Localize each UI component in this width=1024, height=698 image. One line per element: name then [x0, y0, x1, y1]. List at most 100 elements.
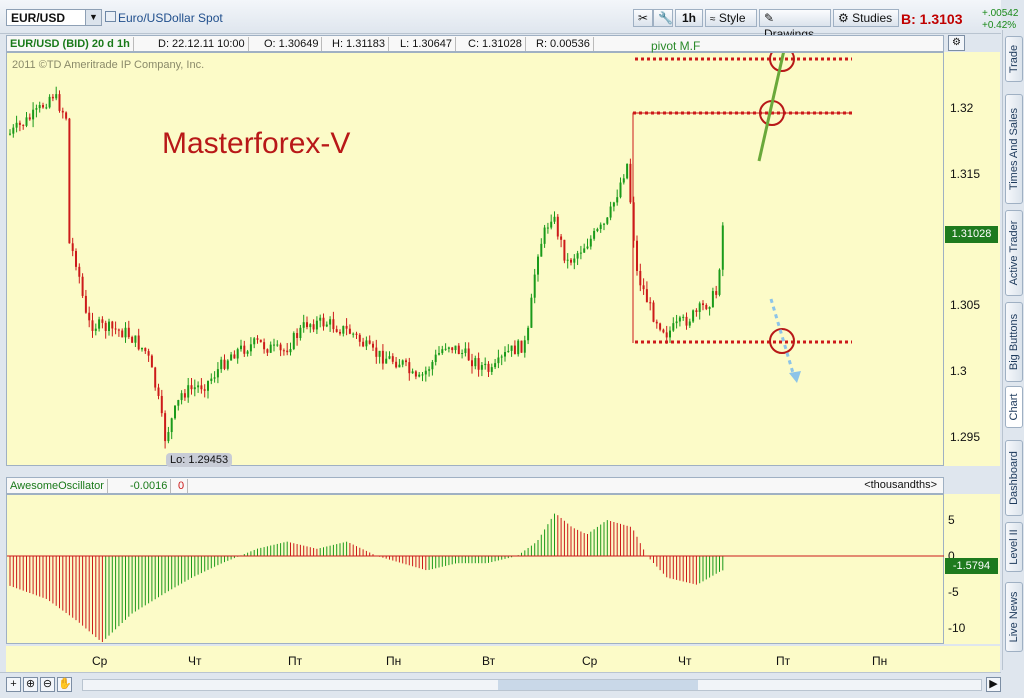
tab-big-buttons[interactable]: Big Buttons [1005, 302, 1023, 382]
candle-body [444, 348, 447, 350]
candle-body [292, 333, 295, 350]
watermark: 2011 ©TD Ameritrade IP Company, Inc. [12, 59, 205, 71]
candle-body [612, 202, 615, 207]
candle-body [94, 328, 97, 331]
zoom-in-icon[interactable]: ⊕ [23, 677, 38, 692]
crosshair-icon[interactable]: + [6, 677, 21, 692]
tab-active-trader[interactable]: Active Trader [1005, 210, 1023, 296]
candle-body [147, 351, 150, 356]
candle-body [240, 345, 242, 350]
candle-body [332, 319, 335, 330]
crosshair-tool-button[interactable]: ✂ [633, 9, 653, 27]
candle-body [339, 331, 341, 334]
candle-body [662, 329, 665, 333]
candle-body [124, 327, 127, 338]
candle-body [144, 347, 147, 352]
candle-body [461, 353, 464, 355]
candle-body [546, 227, 549, 229]
chart-settings-button[interactable]: ⚙ [948, 35, 965, 51]
chevron-down-icon[interactable]: ▼ [85, 10, 101, 25]
tab-label: Chart [1008, 393, 1020, 421]
tab-chart[interactable]: Chart [1005, 386, 1023, 428]
candle-body [398, 364, 401, 368]
candle-body [362, 341, 365, 347]
candle-body [220, 359, 223, 370]
price-tick: 1.3 [950, 364, 967, 378]
candle-body [309, 324, 312, 328]
info-low: L: 1.30647 [397, 37, 456, 51]
candle-body [414, 371, 417, 377]
candle-body [431, 361, 434, 370]
candle-body [150, 355, 153, 368]
candle-body [249, 344, 252, 352]
candle-body [276, 344, 279, 346]
hand-pan-icon[interactable]: ✋ [57, 677, 72, 692]
candle-body [259, 339, 262, 343]
candle-body [9, 133, 11, 135]
candle-body [645, 289, 648, 303]
symbol-selector[interactable]: EUR/USD ▼ [6, 9, 102, 26]
candle-body [378, 350, 381, 357]
candle-body [464, 348, 467, 354]
brand-annotation: Masterforex-V [162, 127, 351, 160]
style-button[interactable]: ≈ Style [705, 9, 757, 27]
interval-button[interactable]: 1h [675, 9, 703, 27]
expand-right-icon[interactable]: ▶ [986, 677, 1001, 692]
candle-body [233, 354, 236, 359]
candle-body [563, 239, 566, 261]
candle-body [424, 370, 427, 375]
studies-button[interactable]: ⚙ Studies [833, 9, 899, 27]
tab-trade[interactable]: Trade [1005, 36, 1023, 82]
candle-body [698, 303, 701, 312]
zoom-out-icon[interactable]: ⊖ [40, 677, 55, 692]
candle-body [269, 344, 272, 353]
oscillator-units: <thousandths> [864, 479, 937, 491]
candle-body [507, 350, 510, 353]
tab-dashboard[interactable]: Dashboard [1005, 440, 1023, 516]
candle-body [355, 333, 358, 335]
tab-times-and-sales[interactable]: Times And Sales [1005, 94, 1023, 204]
candle-body [216, 369, 219, 378]
oscillator-chart[interactable] [6, 494, 945, 644]
candle-body [517, 340, 520, 355]
candle-body [682, 316, 685, 318]
price-chart[interactable]: 2011 ©TD Ameritrade IP Company, Inc. Mas… [6, 29, 944, 467]
drawings-button[interactable]: ✎ Drawings [759, 9, 831, 41]
candle-body [236, 349, 239, 359]
candle-body [315, 320, 318, 330]
candle-body [675, 321, 678, 324]
candle-body [685, 316, 688, 326]
candle-body [312, 324, 315, 330]
candle-body [603, 223, 605, 225]
candle-body [32, 109, 35, 120]
candle-body [632, 202, 635, 241]
tab-live-news[interactable]: Live News [1005, 582, 1023, 652]
candle-body [619, 182, 622, 198]
scrollbar-thumb[interactable] [498, 680, 698, 690]
link-tool-button[interactable]: 🔧 [653, 9, 673, 27]
candle-body [497, 357, 500, 364]
candle-body [688, 321, 691, 326]
candle-body [457, 345, 460, 355]
candle-body [282, 350, 285, 352]
candle-body [203, 389, 206, 391]
oscillator-name[interactable]: AwesomeOscillator [7, 479, 108, 493]
candle-body [649, 302, 652, 304]
info-high: H: 1.31183 [329, 37, 390, 51]
candle-body [230, 354, 233, 361]
candle-body [629, 163, 632, 203]
oscillator-header: AwesomeOscillator -0.0016 0 <thousandths… [6, 477, 944, 494]
candle-body [451, 347, 454, 351]
time-label: Вт [482, 654, 496, 668]
candle-body [108, 321, 110, 331]
symbol-description: Euro/USDollar Spot [118, 11, 223, 25]
tab-label: Dashboard [1008, 451, 1020, 505]
info-range: R: 0.00536 [533, 37, 594, 51]
candle-body [180, 393, 183, 401]
candle-body [566, 259, 569, 261]
price-tick: 1.305 [950, 298, 981, 312]
time-label: Ср [582, 654, 598, 668]
time-scrollbar[interactable] [82, 679, 982, 691]
tab-level-ii[interactable]: Level II [1005, 522, 1023, 572]
candle-body [207, 380, 209, 391]
